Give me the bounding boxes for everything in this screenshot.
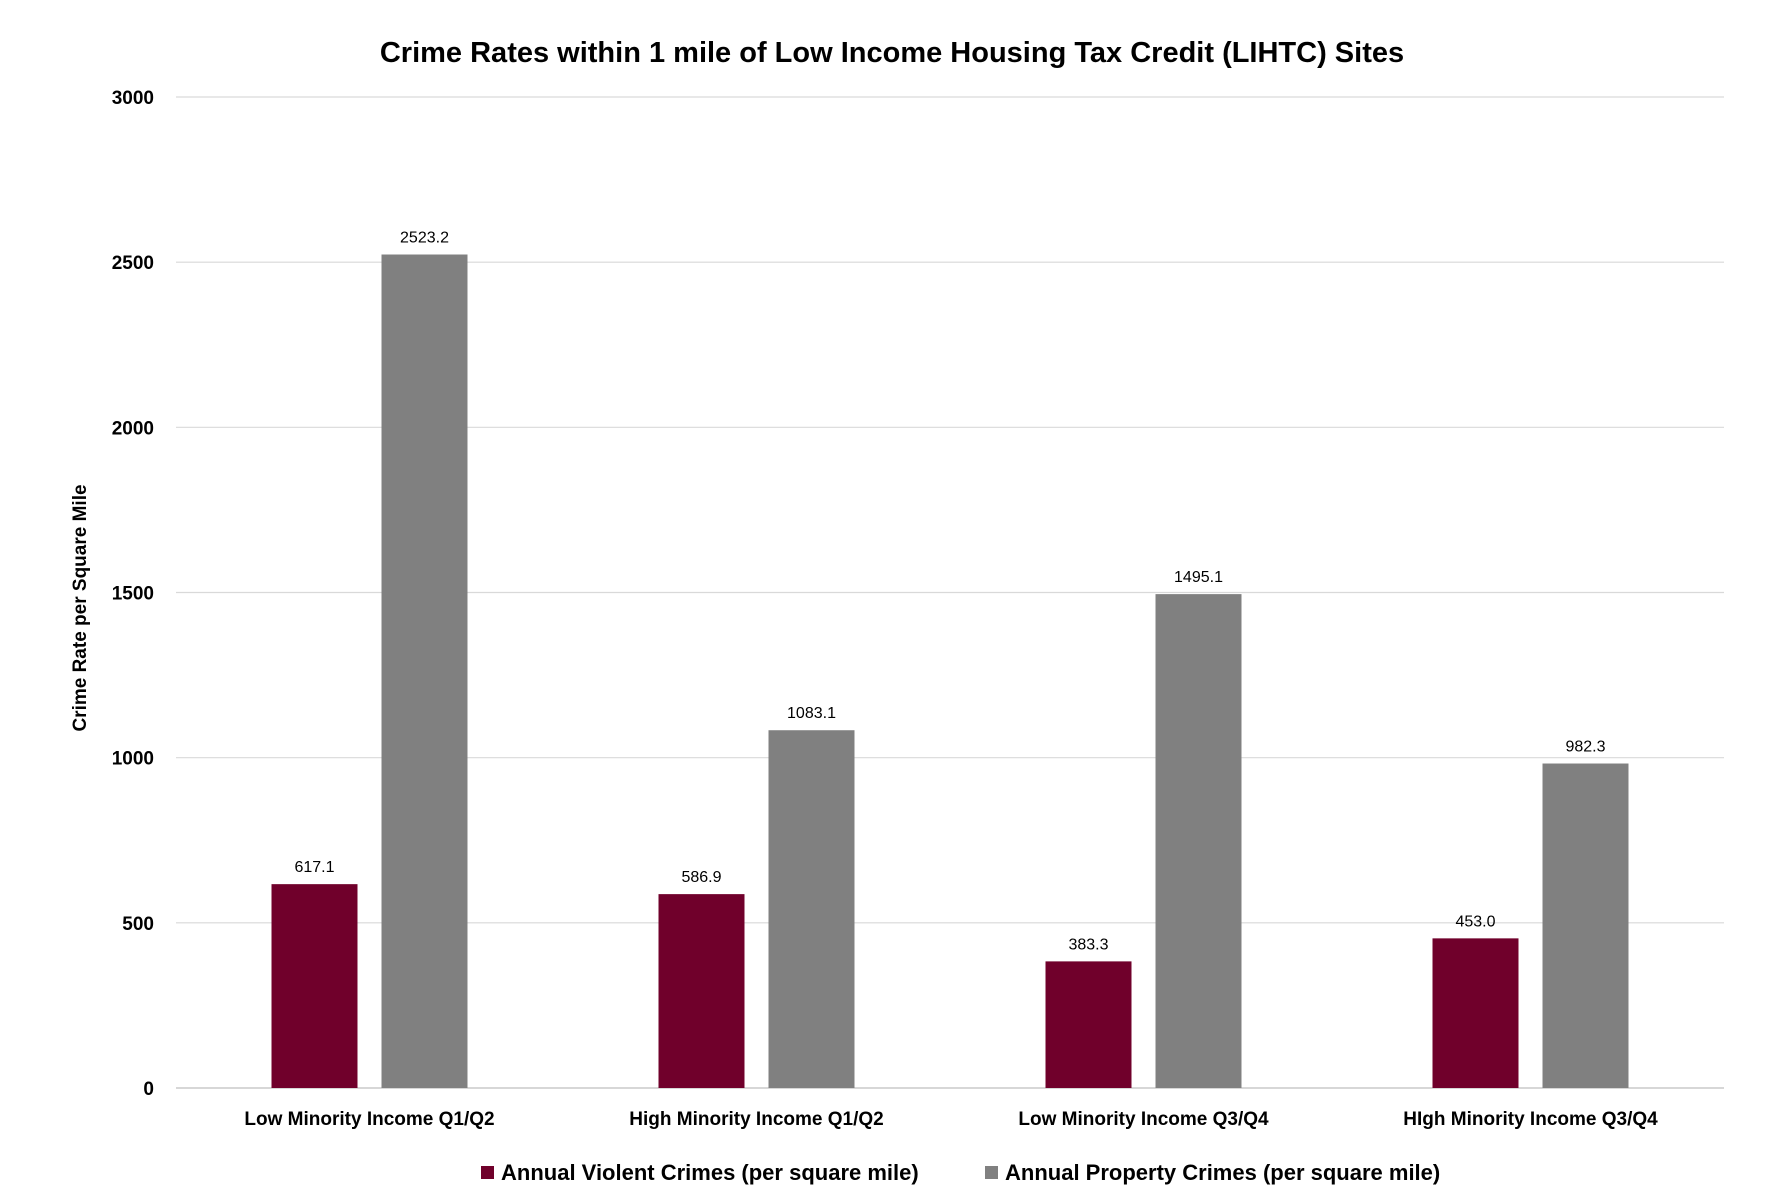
- chart-title: Crime Rates within 1 mile of Low Income …: [380, 37, 1404, 69]
- y-tick-label: 2000: [112, 418, 154, 439]
- legend-item-property: Annual Property Crimes (per square mile): [985, 1160, 1440, 1185]
- bar-violent-3: [1045, 961, 1132, 1088]
- bar-property-2: [768, 730, 855, 1088]
- y-tick-label: 0: [143, 1079, 154, 1100]
- y-axis-label: Crime Rate per Square Mile: [70, 484, 91, 731]
- data-labels: 617.1 2523.2 586.9 1083.1 383.3 1495.1 453.0 98…: [294, 230, 1605, 954]
- x-category-label: Low Minority Income Q1/Q2: [244, 1109, 494, 1130]
- bar-violent-2: [658, 894, 745, 1088]
- legend-swatch-violent: [481, 1166, 494, 1179]
- data-label: 1083.1: [787, 705, 836, 722]
- data-label: 383.3: [1068, 936, 1108, 953]
- data-label: 453.0: [1455, 913, 1495, 930]
- y-tick-label: 500: [122, 914, 154, 935]
- x-category-label: Low Minority Income Q3/Q4: [1018, 1109, 1269, 1130]
- y-tick-label: 1500: [112, 584, 154, 605]
- data-label: 982.3: [1565, 739, 1605, 756]
- x-category-label: HIgh Minority Income Q3/Q4: [1403, 1109, 1658, 1130]
- y-tick-label: 1000: [112, 749, 154, 770]
- legend-label-property: Annual Property Crimes (per square mile): [1005, 1160, 1440, 1185]
- legend-label-violent: Annual Violent Crimes (per square mile): [501, 1160, 919, 1185]
- y-tick-label: 3000: [112, 88, 154, 109]
- x-axis-categories: Low Minority Income Q1/Q2 High Minority I…: [244, 1109, 1658, 1130]
- data-label: 586.9: [681, 869, 721, 886]
- bar-property-1: [381, 254, 468, 1088]
- y-axis-ticks: 0 500 1000 1500 2000 2500 3000: [112, 88, 154, 1100]
- bars: [271, 254, 1629, 1088]
- legend-item-violent: Annual Violent Crimes (per square mile): [481, 1160, 919, 1185]
- bar-violent-4: [1432, 938, 1519, 1088]
- legend: Annual Violent Crimes (per square mile) …: [481, 1160, 1440, 1185]
- bar-property-3: [1155, 594, 1242, 1088]
- y-tick-label: 2500: [112, 253, 154, 274]
- data-label: 617.1: [294, 859, 334, 876]
- bar-property-4: [1542, 763, 1629, 1088]
- x-category-label: High Minority Income Q1/Q2: [629, 1109, 883, 1130]
- legend-swatch-property: [985, 1166, 998, 1179]
- data-label: 1495.1: [1174, 569, 1223, 586]
- bar-violent-1: [271, 884, 358, 1088]
- data-label: 2523.2: [400, 230, 449, 247]
